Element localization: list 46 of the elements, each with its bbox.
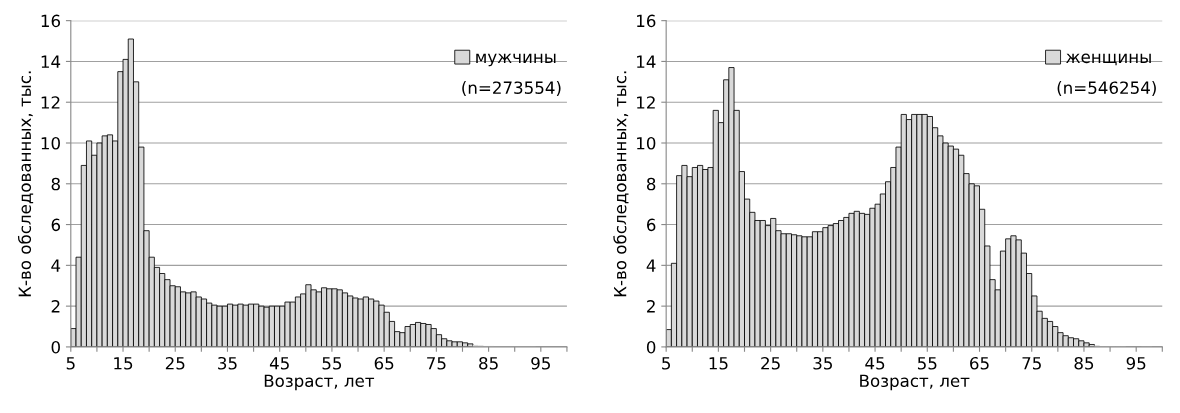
x-tick-label: 45 bbox=[865, 357, 885, 370]
legend-label: мужчины bbox=[476, 53, 556, 67]
x-tick-label: 15 bbox=[114, 357, 133, 370]
y-tick-label: 16 bbox=[41, 14, 61, 28]
y-tick-label: 4 bbox=[646, 259, 656, 272]
x-tick-label: 95 bbox=[531, 356, 550, 370]
x-tick-label: 45 bbox=[269, 357, 289, 370]
x-tick-label: 25 bbox=[761, 356, 780, 370]
y-tick-label: 8 bbox=[51, 177, 60, 191]
x-tick-label: 95 bbox=[1126, 356, 1146, 370]
x-axis-title: Возраст, лет bbox=[264, 374, 375, 391]
x-tick-label: 15 bbox=[709, 357, 728, 370]
y-tick-label: 16 bbox=[637, 14, 656, 28]
annotation: (n=273554) bbox=[462, 81, 561, 96]
y-tick-label: 4 bbox=[51, 259, 61, 272]
y-tick-label: 2 bbox=[647, 300, 655, 313]
y-tick-label: 12 bbox=[41, 96, 60, 109]
y-tick-label: 6 bbox=[51, 218, 61, 232]
y-axis-title: К-во обследованных, тыс. bbox=[17, 71, 34, 297]
y-tick-label: 14 bbox=[41, 55, 61, 68]
x-tick-label: 65 bbox=[970, 356, 989, 370]
y-tick-label: 8 bbox=[646, 177, 656, 191]
x-tick-label: 75 bbox=[1022, 357, 1041, 370]
x-tick-label: 5 bbox=[662, 357, 671, 370]
y-tick-label: 12 bbox=[637, 96, 655, 109]
x-tick-label: 35 bbox=[813, 356, 832, 370]
y-tick-label: 0 bbox=[51, 340, 60, 354]
x-tick-label: 35 bbox=[218, 356, 237, 370]
y-axis-title: К-во обследованных, тыс. bbox=[613, 71, 629, 297]
x-tick-label: 85 bbox=[479, 356, 498, 370]
x-tick-label: 25 bbox=[165, 356, 185, 370]
x-tick-label: 5 bbox=[66, 357, 75, 370]
y-tick-label: 0 bbox=[646, 340, 656, 354]
y-tick-label: 14 bbox=[637, 55, 656, 68]
annotation: (n=546254) bbox=[1057, 81, 1156, 96]
legend-label: женщины bbox=[1066, 53, 1151, 66]
y-tick-label: 6 bbox=[647, 218, 656, 232]
x-tick-label: 65 bbox=[374, 356, 394, 370]
y-tick-label: 10 bbox=[41, 136, 60, 150]
y-tick-label: 2 bbox=[51, 300, 60, 313]
x-axis-title: Возраст, лет bbox=[860, 374, 970, 391]
x-tick-label: 55 bbox=[322, 357, 342, 370]
x-tick-label: 55 bbox=[917, 357, 937, 370]
x-tick-label: 85 bbox=[1074, 356, 1094, 370]
x-tick-label: 75 bbox=[427, 357, 446, 370]
y-tick-label: 10 bbox=[637, 136, 656, 150]
